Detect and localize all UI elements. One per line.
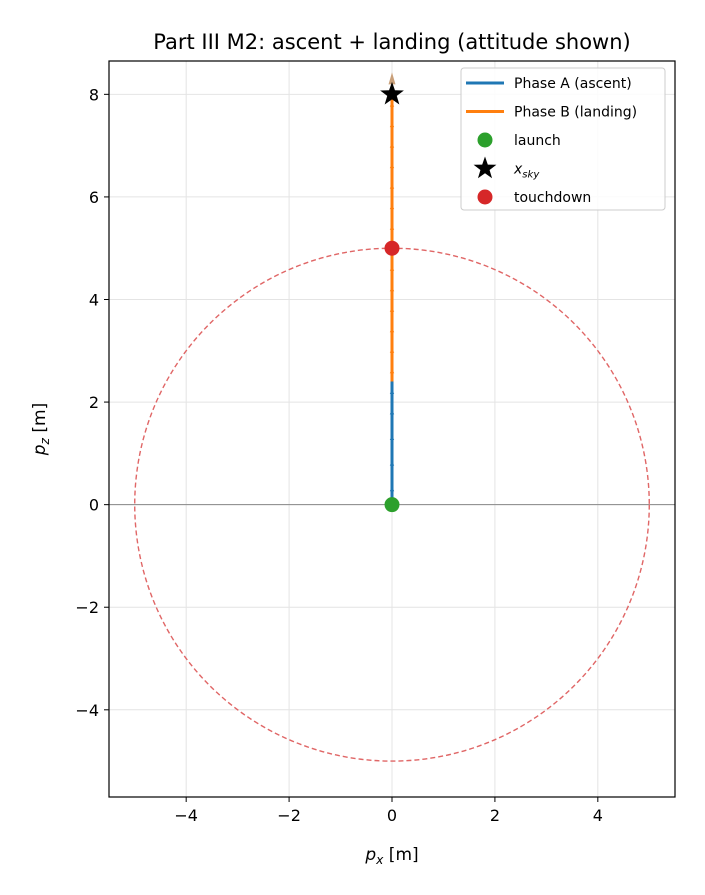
attitude-arrow-phase-a	[389, 486, 395, 492]
y-tick-label: 2	[89, 393, 99, 412]
legend-box	[460, 67, 666, 211]
y-tick-label: 8	[89, 85, 99, 104]
x-tick-label: −2	[277, 806, 301, 825]
attitude-arrow-phase-a	[389, 388, 395, 394]
attitude-arrow-phase-b	[389, 101, 395, 107]
marker-x_sky	[380, 81, 404, 105]
attitude-arrow-top	[388, 72, 396, 85]
attitude-arrow-phase-a	[389, 460, 395, 466]
attitude-arrow-phase-b	[389, 306, 395, 312]
attitude-arrow-phase-b	[389, 368, 395, 374]
y-tick-label: 0	[89, 496, 99, 515]
legend-label: Phase A (ascent)	[514, 76, 632, 92]
attitude-arrow-phase-b	[389, 347, 395, 353]
x-tick-label: 2	[490, 806, 500, 825]
axis-ticks: −4 −2 0 2 4 −4 −2 0 2 4 6 8	[75, 85, 603, 825]
attitude-arrow-phase-b	[389, 224, 395, 230]
y-tick-label: 6	[89, 188, 99, 207]
y-tick-label: −4	[75, 701, 99, 720]
y-axis-label: pz [m]	[30, 403, 52, 456]
y-tick-label: 4	[89, 290, 99, 309]
attitude-arrow-phase-b	[389, 204, 395, 210]
attitude-arrow-phase-b	[389, 286, 395, 292]
attitude-arrow-phase-b	[389, 122, 395, 128]
series-layer	[388, 72, 396, 505]
legend-label: xsky	[513, 162, 540, 181]
x-tick-label: −4	[174, 806, 198, 825]
x-tick-label: 0	[387, 806, 397, 825]
attitude-arrow-phase-b	[389, 183, 395, 189]
legend-label: Phase B (landing)	[514, 105, 637, 121]
attitude-arrow-phase-a	[389, 434, 395, 440]
legend-handle-star	[473, 156, 497, 179]
y-tick-label: −2	[75, 598, 99, 617]
attitude-arrow-phase-b	[389, 327, 395, 333]
attitude-arrow-phase-a	[389, 409, 395, 415]
attitude-arrow-phase-b	[389, 163, 395, 169]
legend-handle-circle	[477, 189, 493, 205]
marker-layer	[380, 81, 404, 513]
legend-label: touchdown	[514, 190, 591, 206]
chart-title: Part III M2: ascent + landing (attitude …	[153, 30, 630, 54]
marker-launch	[384, 497, 400, 513]
legend-handle-circle	[477, 132, 493, 148]
x-axis-label: px [m]	[364, 845, 418, 867]
attitude-arrow-phase-b	[389, 265, 395, 271]
x-tick-label: 4	[593, 806, 603, 825]
attitude-arrow-phase-b	[389, 142, 395, 148]
legend-label: launch	[514, 133, 561, 149]
legend: Phase A (ascent) Phase B (landing) launch x…	[460, 67, 666, 211]
marker-touchdown	[384, 240, 400, 256]
